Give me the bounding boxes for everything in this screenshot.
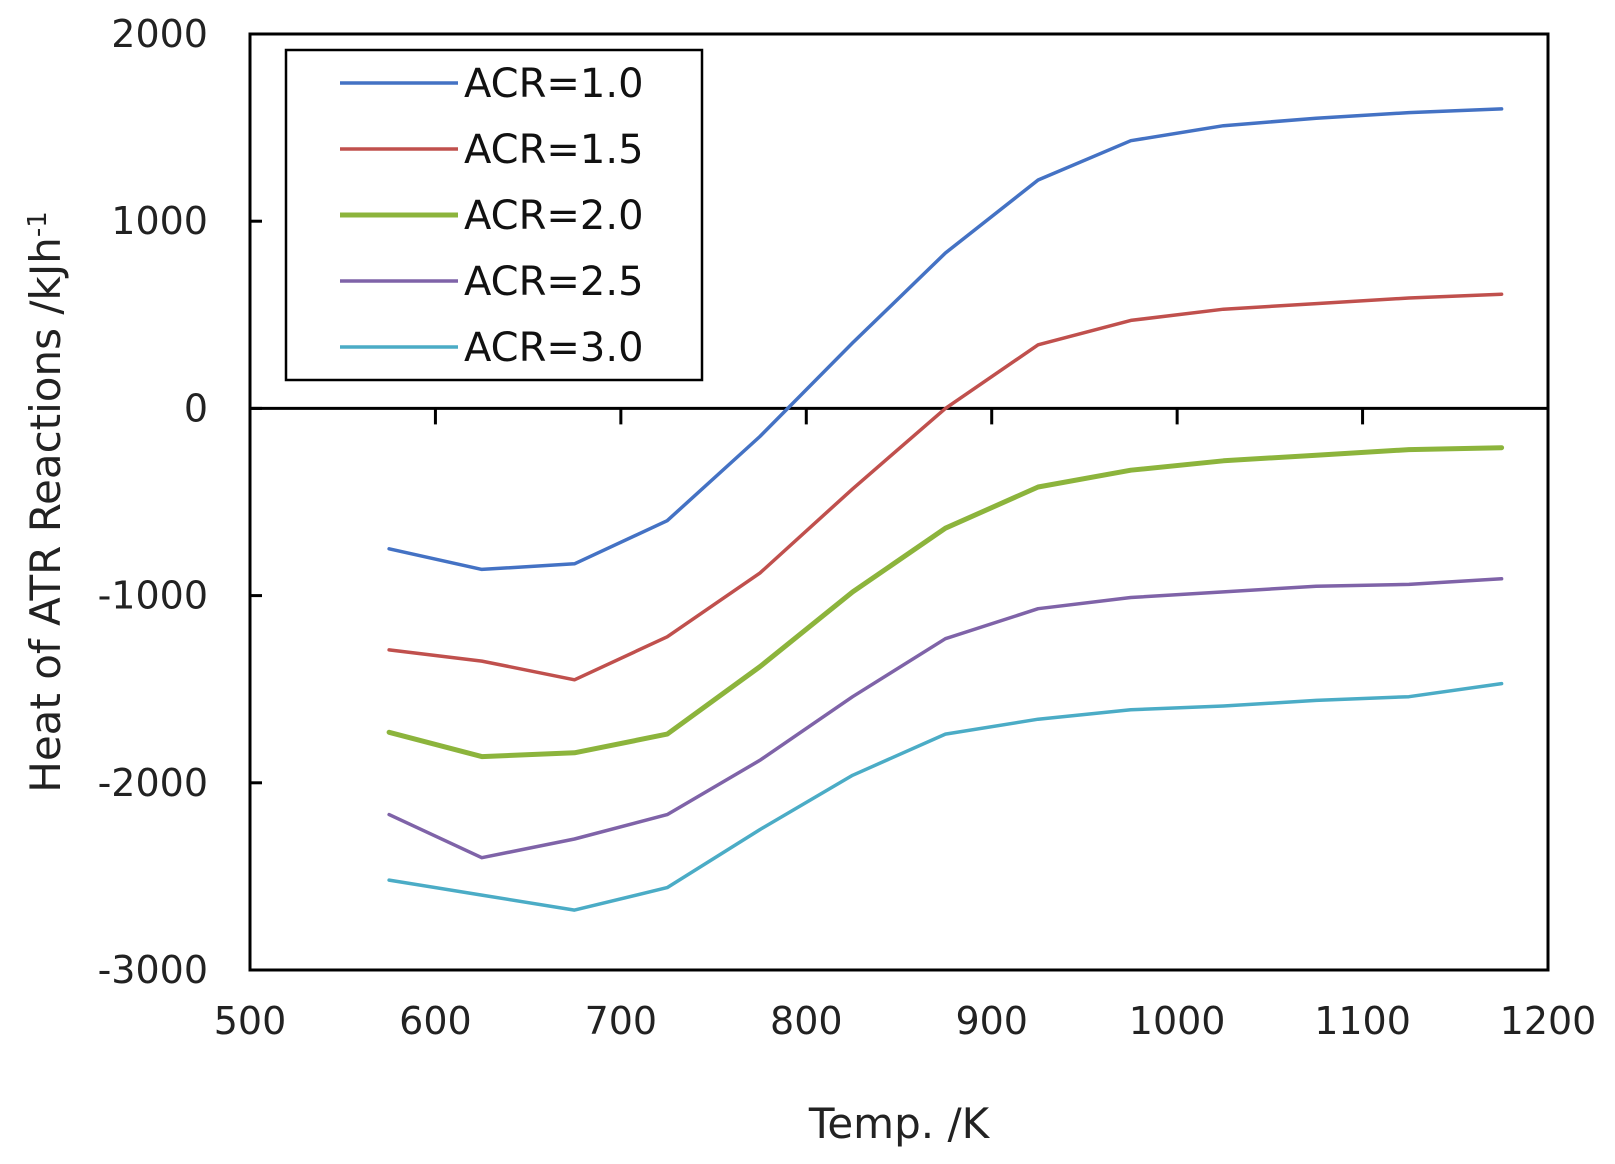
- series-layer: [386, 107, 1505, 912]
- y-tick-label: 0: [184, 386, 208, 430]
- y-axis-title-main: Heat of ATR Reactions /kJh: [21, 237, 70, 793]
- x-tick-label: 800: [770, 999, 843, 1043]
- series-line-acr-3-0: [387, 681, 1504, 912]
- x-tick-label: 1100: [1314, 999, 1411, 1043]
- legend-label: ACR=2.0: [464, 193, 644, 239]
- y-tick-label: -3000: [98, 948, 208, 992]
- series-line-acr-2-5: [387, 577, 1504, 860]
- x-tick-label: 1200: [1500, 999, 1597, 1043]
- legend-label: ACR=2.5: [464, 259, 644, 305]
- y-axis-title-superscript: -1: [23, 211, 53, 237]
- series-line-acr-1-0: [387, 107, 1504, 572]
- y-tick-label: -2000: [98, 761, 208, 805]
- x-axis-title: Temp. /K: [808, 1099, 991, 1148]
- series-line-acr-2-0: [386, 445, 1505, 760]
- legend-label: ACR=1.5: [464, 127, 644, 173]
- x-tick-label: 1000: [1129, 999, 1226, 1043]
- legend-label: ACR=1.0: [464, 61, 644, 107]
- legend: ACR=1.0 ACR=1.5 ACR=2.0 ACR=2.5 ACR=3.0: [284, 48, 704, 382]
- y-axis-ticks: 2000 1000 0 -1000 -2000 -3000: [98, 12, 262, 992]
- x-tick-label: 900: [955, 999, 1028, 1043]
- plot-area-frame: [248, 32, 1550, 972]
- series-line-acr-1-5: [387, 292, 1504, 682]
- x-tick-label: 500: [214, 999, 287, 1043]
- x-tick-label: 600: [399, 999, 472, 1043]
- y-tick-label: 2000: [111, 12, 208, 56]
- legend-label: ACR=3.0: [464, 325, 644, 371]
- y-tick-label: -1000: [98, 574, 208, 618]
- x-tick-label: 700: [585, 999, 658, 1043]
- y-axis-title: Heat of ATR Reactions /kJh-1: [21, 211, 70, 793]
- x-axis-ticks: 500 600 700 800 900 1000 1100 1200: [214, 408, 1597, 1043]
- y-tick-label: 1000: [111, 199, 208, 243]
